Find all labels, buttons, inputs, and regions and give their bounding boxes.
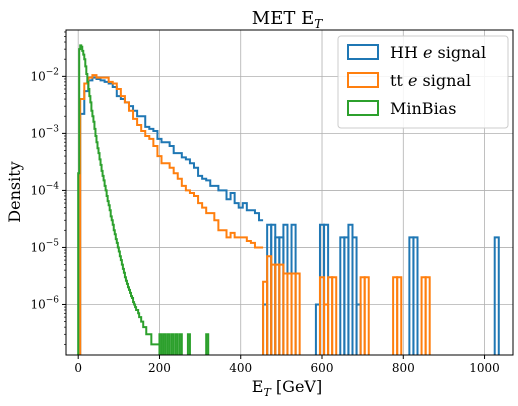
y-axis-label: Density	[5, 161, 24, 222]
x-tick-label: 400	[229, 361, 252, 375]
x-tick-label: 600	[311, 361, 334, 375]
x-tick-label: 200	[148, 361, 171, 375]
legend: HH e signal tt e signal MinBias	[338, 36, 508, 128]
legend-label: HH e signal	[390, 43, 486, 62]
x-tick-label: 0	[74, 361, 82, 375]
legend-label: tt e signal	[390, 71, 471, 90]
x-axis-label: ET [GeV]	[252, 377, 322, 399]
chart-title: MET ET	[252, 8, 323, 31]
x-tick-label: 800	[392, 361, 415, 375]
legend-label: MinBias	[390, 99, 456, 118]
x-tick-label: 1000	[469, 361, 500, 375]
